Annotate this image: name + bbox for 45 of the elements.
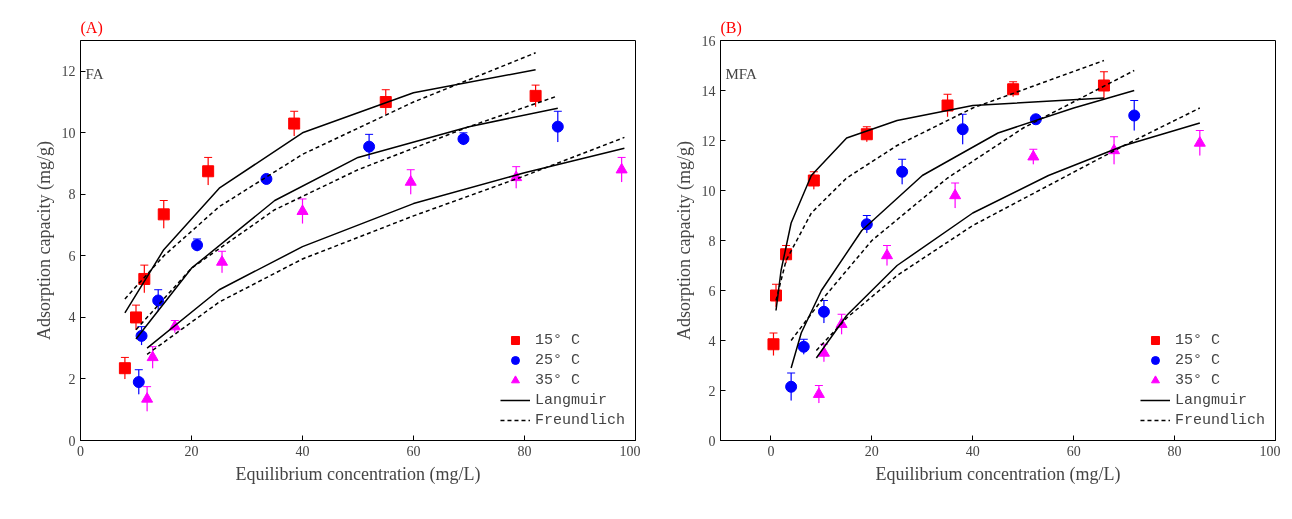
legend-label: 35° C xyxy=(534,371,580,389)
annotation: FA xyxy=(85,65,104,82)
x-tick-label: 0 xyxy=(767,443,775,459)
x-tick-label: 20 xyxy=(184,443,199,459)
y-tick-label: 4 xyxy=(68,310,76,326)
legend-label: Freundlich xyxy=(534,411,625,429)
chart-title: (B) xyxy=(720,18,742,37)
y-tick-label: 10 xyxy=(61,125,76,141)
y-tick-label: 8 xyxy=(68,187,76,203)
annotation: MFA xyxy=(725,65,758,82)
x-tick-label: 60 xyxy=(406,443,421,459)
legend-label: Freundlich xyxy=(1174,411,1265,429)
x-tick-label: 80 xyxy=(517,443,532,459)
y-tick-label: 0 xyxy=(708,433,716,449)
x-tick-label: 100 xyxy=(1259,443,1281,459)
x-axis-title: Equilibrium concentration (mg/L) xyxy=(875,463,1121,485)
x-tick-label: 40 xyxy=(965,443,980,459)
x-tick-label: 60 xyxy=(1066,443,1081,459)
legend-label: 15° C xyxy=(534,331,580,349)
y-tick-label: 12 xyxy=(61,64,76,80)
legend-label: Langmuir xyxy=(534,391,607,409)
y-tick-label: 12 xyxy=(701,133,716,149)
x-tick-label: 20 xyxy=(864,443,879,459)
x-tick-label: 40 xyxy=(295,443,310,459)
y-tick-label: 2 xyxy=(708,383,716,399)
y-tick-label: 10 xyxy=(701,183,716,199)
chart-title: (A) xyxy=(80,18,103,37)
x-tick-label: 100 xyxy=(619,443,641,459)
y-tick-label: 8 xyxy=(708,233,716,249)
y-tick-label: 6 xyxy=(708,283,716,299)
x-axis-title: Equilibrium concentration (mg/L) xyxy=(235,463,481,485)
y-tick-label: 6 xyxy=(68,248,76,264)
y-tick-label: 4 xyxy=(708,333,716,349)
y-tick-label: 0 xyxy=(68,433,76,449)
y-tick-label: 2 xyxy=(68,371,76,387)
legend-label: 25° C xyxy=(534,351,580,369)
y-axis-title: Adsorption capacity (mg/g) xyxy=(673,141,695,340)
legend-label: 25° C xyxy=(1174,351,1220,369)
legend-label: 35° C xyxy=(1174,371,1220,389)
y-axis-title: Adsorption capacity (mg/g) xyxy=(33,141,55,340)
legend-label: Langmuir xyxy=(1174,391,1247,409)
x-tick-label: 80 xyxy=(1167,443,1182,459)
legend-label: 15° C xyxy=(1174,331,1220,349)
y-tick-label: 14 xyxy=(701,83,716,99)
y-tick-label: 16 xyxy=(701,33,716,49)
